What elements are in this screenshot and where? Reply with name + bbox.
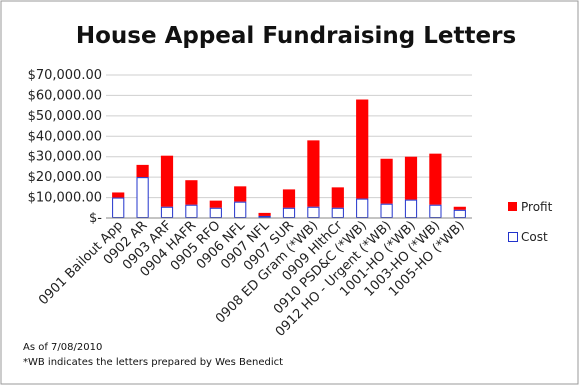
bar-cost	[380, 203, 393, 218]
bar-profit	[331, 187, 344, 208]
bar-cost	[112, 197, 125, 218]
bars	[112, 99, 466, 219]
legend-swatch-cost	[508, 232, 518, 242]
y-tick-label: $20,000.00	[28, 170, 102, 185]
bar-cost	[185, 204, 198, 219]
bar-profit	[404, 156, 418, 200]
y-tick-label: $10,000.00	[28, 191, 102, 206]
bar-profit	[429, 153, 442, 205]
y-tick-label: $70,000.00	[28, 68, 102, 83]
as-of-note: As of 7/08/2010	[23, 342, 102, 353]
bar-cost	[331, 207, 344, 219]
bar-profit	[185, 180, 198, 205]
legend-swatch-profit	[508, 202, 517, 211]
y-tick-label: $30,000.00	[28, 150, 102, 165]
bar-cost	[234, 201, 247, 219]
y-tick-label: $60,000.00	[28, 88, 102, 103]
bar-profit	[356, 99, 369, 199]
bar-cost	[136, 177, 149, 218]
bar-profit	[160, 155, 174, 207]
bar-cost	[453, 209, 466, 218]
bar-profit	[282, 189, 296, 208]
bar-cost	[160, 206, 174, 218]
bar-profit	[258, 212, 271, 216]
bar-cost	[258, 215, 271, 218]
bar-profit	[136, 164, 149, 178]
y-axis-tick-labels: $- $10,000.00 $20,000.00 $30,000.00 $40,000.…	[28, 68, 103, 226]
y-tick-label: $40,000.00	[28, 129, 102, 144]
bar-profit	[209, 200, 222, 208]
wb-note: *WB indicates the letters prepared by We…	[23, 357, 283, 368]
y-tick-label: $-	[89, 211, 102, 226]
bar-profit	[307, 140, 320, 207]
legend-label-cost: Cost	[521, 230, 548, 244]
bar-profit	[112, 192, 125, 198]
bar-cost	[429, 204, 442, 219]
bar-profit	[380, 158, 393, 204]
bar-profit	[453, 206, 466, 210]
bar-cost	[282, 207, 296, 219]
bar-cost	[209, 207, 222, 219]
chart-title: House Appeal Fundraising Letters	[76, 23, 516, 49]
bar-cost	[404, 199, 418, 219]
legend: Profit Cost	[508, 200, 553, 244]
bar-cost	[307, 206, 320, 218]
legend-label-profit: Profit	[521, 200, 553, 214]
y-tick-label: $50,000.00	[28, 109, 102, 124]
bar-profit	[234, 186, 247, 202]
bar-cost	[356, 198, 369, 218]
